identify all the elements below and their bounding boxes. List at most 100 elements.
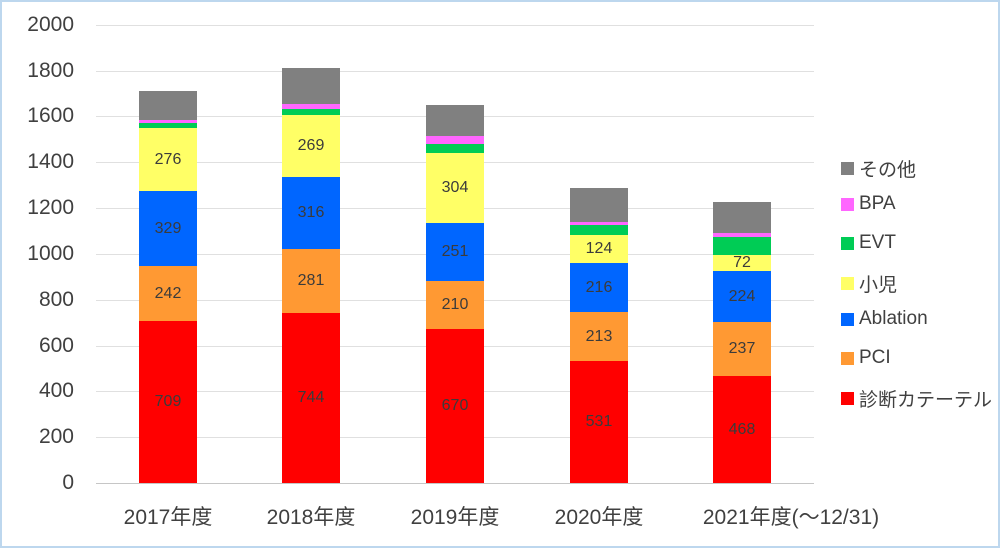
bar-segment-BPA — [570, 222, 628, 225]
x-tick-label: 2020年度 — [554, 506, 644, 529]
legend-swatch-icon — [841, 277, 854, 290]
y-tick-label: 200 — [38, 425, 74, 448]
legend-label: 診断カテーテル — [859, 390, 993, 411]
bar-segment-PCI: 237 — [713, 322, 771, 376]
segment-value-label: 468 — [728, 420, 756, 438]
y-tick-label: 1400 — [27, 150, 74, 173]
bar-segment-Ablation: 251 — [426, 223, 484, 281]
segment-value-label: 242 — [154, 284, 182, 302]
legend-item-診断カテーテル: 診断カテーテル — [841, 385, 992, 412]
bar-segment-EVT — [713, 237, 771, 255]
legend-label: 小児 — [859, 275, 898, 296]
bar-segment-BPA — [426, 136, 484, 144]
legend-item-BPA: BPA — [841, 193, 896, 215]
x-tick-label: 2018年度 — [266, 506, 356, 529]
legend-item-その他: その他 — [841, 155, 916, 182]
y-tick-label: 0 — [62, 471, 74, 494]
bar-segment-EVT — [282, 109, 340, 115]
x-tick-label: 2019年度 — [410, 506, 500, 529]
legend-item-小児: 小児 — [841, 270, 897, 297]
bar-segment-その他 — [570, 188, 628, 222]
bar-segment-小児: 304 — [426, 153, 484, 223]
x-axis-line — [96, 483, 814, 484]
bar-segment-PCI: 210 — [426, 281, 484, 329]
y-tick-label: 600 — [38, 334, 74, 357]
segment-value-label: 72 — [733, 255, 751, 271]
gridline — [96, 25, 814, 26]
segment-value-label: 531 — [585, 413, 613, 430]
bar-segment-その他 — [426, 105, 484, 136]
bar-segment-その他 — [713, 202, 771, 233]
stacked-bar-2020年度: 531 213 216 124 — [570, 188, 628, 483]
segment-value-label: 124 — [585, 240, 613, 257]
legend-item-PCI: PCI — [841, 347, 891, 369]
y-tick-label: 1600 — [27, 104, 74, 127]
stacked-bar-2019年度: 670 210 251 304 — [426, 105, 484, 483]
stacked-bar-2018年度: 744 281 316 269 — [282, 68, 340, 483]
bar-segment-診断カテーテル: 709 — [139, 321, 197, 483]
bar-segment-小児: 72 — [713, 255, 771, 271]
bar-segment-BPA — [139, 120, 197, 123]
bar-segment-Ablation: 329 — [139, 191, 197, 266]
legend-label: Ablation — [859, 308, 928, 329]
bar-segment-PCI: 242 — [139, 266, 197, 321]
x-tick-label: 2021年度(～12/31) — [702, 506, 880, 529]
stacked-bar-2021年度(～12/31): 468 237 224 72 — [713, 202, 771, 483]
bar-segment-その他 — [139, 91, 197, 120]
legend-swatch-icon — [841, 236, 854, 250]
legend-swatch-icon — [841, 162, 854, 175]
segment-value-label: 281 — [297, 272, 325, 289]
bar-segment-PCI: 213 — [570, 312, 628, 361]
y-tick-label: 1200 — [27, 196, 74, 219]
bar-segment-小児: 276 — [139, 128, 197, 191]
stacked-bar-2017年度: 709 242 329 276 — [139, 91, 197, 483]
segment-value-label: 224 — [728, 287, 756, 305]
segment-value-label: 213 — [585, 327, 613, 345]
segment-value-label: 276 — [154, 150, 182, 168]
legend-item-Ablation: Ablation — [841, 308, 928, 330]
bar-segment-小児: 124 — [570, 235, 628, 263]
legend-swatch-icon — [841, 312, 854, 326]
bar-segment-EVT — [139, 123, 197, 128]
x-tick-label: 2017年度 — [123, 506, 213, 529]
segment-value-label: 709 — [154, 393, 182, 410]
legend-label: EVT — [859, 232, 896, 253]
gridline — [96, 71, 814, 72]
bar-segment-PCI: 281 — [282, 249, 340, 313]
segment-value-label: 237 — [728, 340, 756, 357]
bar-segment-診断カテーテル: 468 — [713, 376, 771, 483]
bar-segment-Ablation: 216 — [570, 263, 628, 312]
y-tick-label: 800 — [38, 288, 74, 311]
bar-segment-Ablation: 316 — [282, 177, 340, 249]
bar-segment-Ablation: 224 — [713, 271, 771, 322]
segment-value-label: 744 — [297, 389, 325, 406]
y-tick-label: 400 — [38, 379, 74, 402]
legend-swatch-icon — [841, 392, 854, 405]
legend-swatch-icon — [841, 351, 854, 365]
segment-value-label: 251 — [441, 243, 469, 260]
bar-segment-BPA — [282, 104, 340, 109]
y-tick-label: 1800 — [27, 59, 74, 82]
segment-value-label: 316 — [297, 204, 325, 221]
segment-value-label: 670 — [441, 397, 469, 414]
legend-label: その他 — [859, 160, 917, 181]
y-tick-label: 1000 — [27, 242, 74, 265]
bar-segment-診断カテーテル: 531 — [570, 361, 628, 483]
bar-segment-診断カテーテル: 670 — [426, 329, 484, 483]
bar-segment-EVT — [426, 144, 484, 153]
bar-segment-その他 — [282, 68, 340, 104]
segment-value-label: 329 — [154, 219, 182, 237]
bar-segment-EVT — [570, 225, 628, 235]
bar-segment-小児: 269 — [282, 115, 340, 177]
legend-label: PCI — [859, 347, 891, 368]
segment-value-label: 210 — [441, 296, 469, 313]
legend-item-EVT: EVT — [841, 232, 896, 254]
bar-segment-BPA — [713, 233, 771, 237]
legend-label: BPA — [859, 193, 896, 214]
y-tick-label: 2000 — [27, 13, 74, 36]
bar-segment-診断カテーテル: 744 — [282, 313, 340, 483]
legend-swatch-icon — [841, 197, 854, 211]
segment-value-label: 304 — [441, 179, 469, 196]
segment-value-label: 269 — [297, 137, 325, 154]
